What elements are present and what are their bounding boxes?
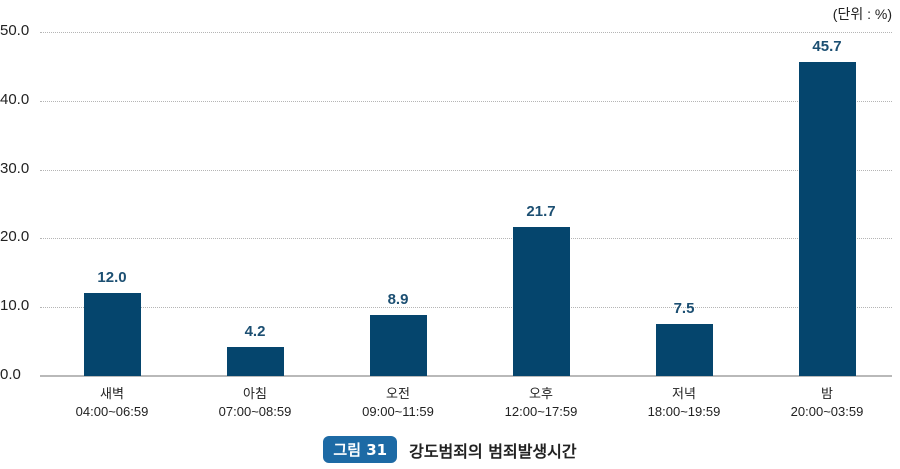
y-tick-label: 30.0 bbox=[0, 159, 30, 177]
category-time-range: 18:00~19:59 bbox=[647, 404, 721, 419]
gridline bbox=[40, 100, 892, 102]
x-category-label: 오전 09:00~11:59 bbox=[333, 386, 463, 420]
category-time-range: 04:00~06:59 bbox=[75, 404, 149, 419]
gridline bbox=[40, 32, 892, 33]
value-label: 4.2 bbox=[244, 323, 266, 341]
bar-5 bbox=[655, 324, 713, 376]
unit-label: (단위 : %) bbox=[832, 6, 892, 22]
category-time-range: 20:00~03:59 bbox=[790, 404, 864, 419]
x-axis-line bbox=[40, 375, 892, 377]
gridline bbox=[40, 238, 892, 240]
bar-6 bbox=[798, 61, 856, 376]
bar-1 bbox=[83, 293, 141, 376]
category-name: 저녁 bbox=[672, 387, 696, 402]
category-name: 아침 bbox=[243, 387, 267, 402]
figure-caption: 그림 31 강도범죄의 범죄발생시간 bbox=[0, 436, 900, 463]
value-label: 21.7 bbox=[526, 202, 556, 220]
y-tick-label: 40.0 bbox=[0, 90, 30, 108]
value-label: 12.0 bbox=[97, 269, 127, 287]
x-category-label: 밤 20:00~03:59 bbox=[762, 386, 892, 420]
category-time-range: 12:00~17:59 bbox=[504, 404, 578, 419]
bar-3 bbox=[369, 314, 427, 376]
chart-title: 강도범죄의 범죄발생시간 bbox=[409, 441, 577, 461]
x-category-label: 아침 07:00~08:59 bbox=[190, 386, 320, 420]
value-label: 7.5 bbox=[673, 300, 695, 318]
x-category-label: 오후 12:00~17:59 bbox=[476, 386, 606, 420]
y-tick-label: 50.0 bbox=[0, 22, 30, 39]
bar-4 bbox=[512, 226, 570, 376]
category-name: 밤 bbox=[821, 387, 833, 402]
category-name: 오전 bbox=[386, 387, 410, 402]
category-time-range: 07:00~08:59 bbox=[218, 404, 292, 419]
category-name: 오후 bbox=[529, 387, 553, 402]
gridline bbox=[40, 169, 892, 171]
y-tick-label: 0.0 bbox=[0, 366, 21, 383]
category-time-range: 09:00~11:59 bbox=[362, 404, 434, 419]
y-tick-label: 20.0 bbox=[0, 228, 30, 246]
value-label: 45.7 bbox=[812, 37, 842, 55]
x-category-label: 새벽 04:00~06:59 bbox=[47, 386, 177, 420]
y-tick-label: 10.0 bbox=[0, 297, 30, 315]
bar-2 bbox=[226, 347, 284, 376]
category-name: 새벽 bbox=[100, 387, 124, 402]
figure-number-badge: 그림 31 bbox=[323, 436, 398, 463]
gridline bbox=[40, 307, 892, 309]
x-category-label: 저녁 18:00~19:59 bbox=[619, 386, 749, 420]
value-label: 8.9 bbox=[387, 290, 409, 308]
